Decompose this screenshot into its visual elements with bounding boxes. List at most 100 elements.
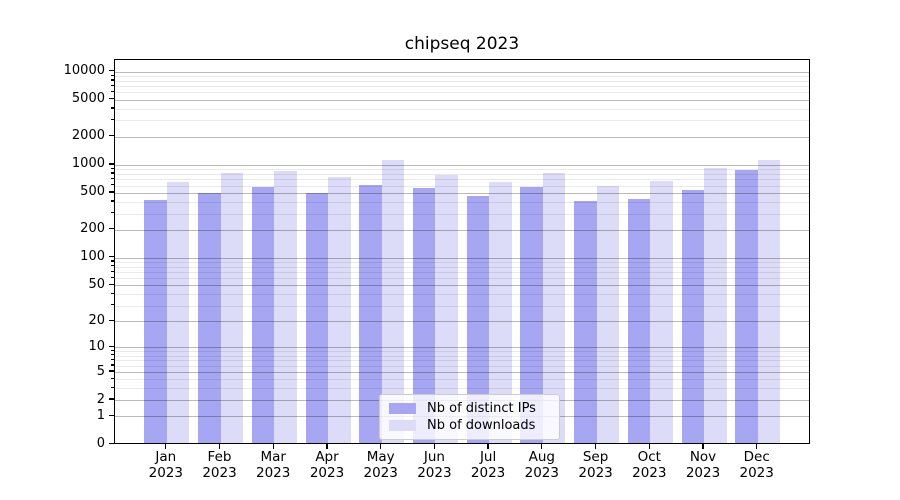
x-tick-label-jun: Jun 2023 [417, 449, 452, 481]
y-minor-tick-90 [111, 260, 114, 262]
y-tick-label-50: 50 [88, 276, 105, 292]
y-tick-200 [109, 228, 114, 230]
gridline-200 [115, 229, 809, 231]
y-minor-tick-8000 [111, 79, 114, 81]
y-tick-label-2: 2 [96, 391, 105, 407]
legend-label-downloads: Nb of downloads [427, 418, 536, 433]
x-tick-label-apr: Apr 2023 [309, 449, 345, 481]
y-minor-tick-400 [111, 200, 114, 202]
y-tick-label-500: 500 [80, 184, 105, 200]
y-minor-tick-700 [111, 177, 114, 180]
legend-swatch-downloads [389, 420, 416, 431]
x-tick-mar [272, 444, 274, 449]
y-tick-label-5: 5 [96, 363, 105, 379]
x-tick-jan [165, 444, 167, 449]
y-minor-tick-900 [111, 167, 114, 169]
y-tick-0 [109, 442, 114, 445]
y-minor-tick-9 [111, 349, 114, 352]
gridline-300 [115, 213, 809, 215]
y-minor-tick-800 [111, 172, 114, 174]
gridline-70 [115, 272, 809, 273]
x-tick-may [380, 444, 382, 449]
x-tick-oct [648, 444, 650, 449]
y-tick-10 [109, 345, 114, 348]
bar-aug-downloads [542, 172, 566, 443]
y-minor-tick-3 [111, 386, 114, 389]
legend-item-downloads: Nb of downloads [389, 417, 551, 434]
y-minor-tick-30 [111, 304, 114, 306]
bar-nov-distinct-ips [681, 189, 704, 443]
y-tick-100 [109, 256, 114, 258]
bar-jul-distinct-ips [466, 196, 490, 443]
gridline-60 [115, 278, 809, 280]
y-tick-label-2000: 2000 [71, 128, 105, 144]
y-minor-tick-7000 [111, 84, 114, 86]
plot-area: Nb of distinct IPs Nb of downloads [114, 59, 810, 444]
legend-label-distinct-ips: Nb of distinct IPs [427, 401, 536, 416]
chart-title: chipseq 2023 [404, 34, 520, 54]
bar-jul-downloads [489, 182, 512, 443]
x-tick-jun [433, 444, 436, 449]
gridline-40 [115, 294, 809, 296]
gridline-1000 [115, 164, 809, 166]
y-minor-tick-80 [111, 265, 114, 267]
x-tick-jul [487, 444, 489, 449]
legend-item-distinct-ips: Nb of distinct IPs [389, 400, 551, 417]
bar-apr-downloads [328, 177, 351, 443]
gridline-900 [115, 169, 809, 171]
y-tick-label-5000: 5000 [71, 91, 105, 107]
x-tick-label-oct: Oct 2023 [632, 449, 667, 481]
y-tick-500 [109, 191, 114, 193]
bar-jun-distinct-ips [412, 188, 436, 443]
bar-dec-distinct-ips [735, 169, 758, 443]
gridline-20 [115, 321, 809, 323]
y-minor-tick-300 [111, 212, 114, 214]
gridline-9 [115, 351, 809, 353]
x-tick-aug [541, 444, 543, 449]
bar-may-distinct-ips [359, 185, 382, 443]
y-minor-tick-600 [111, 184, 114, 186]
gridline-6000 [115, 92, 809, 94]
y-minor-tick-6 [111, 364, 114, 366]
y-minor-tick-9000 [111, 74, 114, 76]
y-tick-label-10: 10 [88, 338, 105, 354]
y-tick-label-20: 20 [88, 312, 105, 328]
x-tick-label-may: May 2023 [363, 449, 398, 481]
y-tick-5 [109, 370, 114, 372]
gridline-6 [115, 365, 809, 367]
x-tick-apr [326, 444, 328, 449]
x-tick-sep [594, 444, 597, 449]
gridline-800 [115, 173, 809, 175]
y-minor-tick-8 [111, 354, 114, 356]
x-tick-label-aug: Aug 2023 [524, 449, 559, 481]
y-minor-tick-3000 [111, 118, 114, 121]
gridline-5 [115, 372, 809, 373]
x-tick-label-nov: Nov 2023 [685, 449, 721, 481]
bar-may-downloads [381, 160, 405, 443]
bar-apr-distinct-ips [305, 193, 328, 443]
y-tick-label-1000: 1000 [71, 156, 105, 172]
gridline-30 [115, 305, 809, 307]
x-tick-dec [756, 444, 758, 449]
legend-swatch-distinct-ips [389, 403, 416, 414]
y-tick-label-0: 0 [96, 436, 105, 451]
gridline-600 [115, 185, 809, 187]
gridline-4 [115, 379, 809, 381]
gridline-8 [115, 355, 809, 357]
x-tick-nov [702, 444, 704, 449]
bar-sep-downloads [596, 186, 620, 443]
bar-feb-distinct-ips [198, 192, 221, 443]
y-tick-label-100: 100 [80, 249, 105, 265]
legend: Nb of distinct IPs Nb of downloads [379, 394, 560, 440]
bar-nov-downloads [704, 167, 727, 443]
bar-sep-distinct-ips [574, 201, 597, 443]
x-tick-label-jul: Jul 2023 [470, 449, 506, 481]
bar-aug-distinct-ips [520, 187, 543, 443]
bar-oct-distinct-ips [627, 199, 651, 443]
y-tick-2000 [109, 135, 114, 137]
bar-mar-downloads [274, 170, 297, 443]
bar-oct-downloads [650, 181, 673, 443]
gridline-2000 [115, 136, 809, 138]
y-tick-2 [109, 398, 114, 400]
